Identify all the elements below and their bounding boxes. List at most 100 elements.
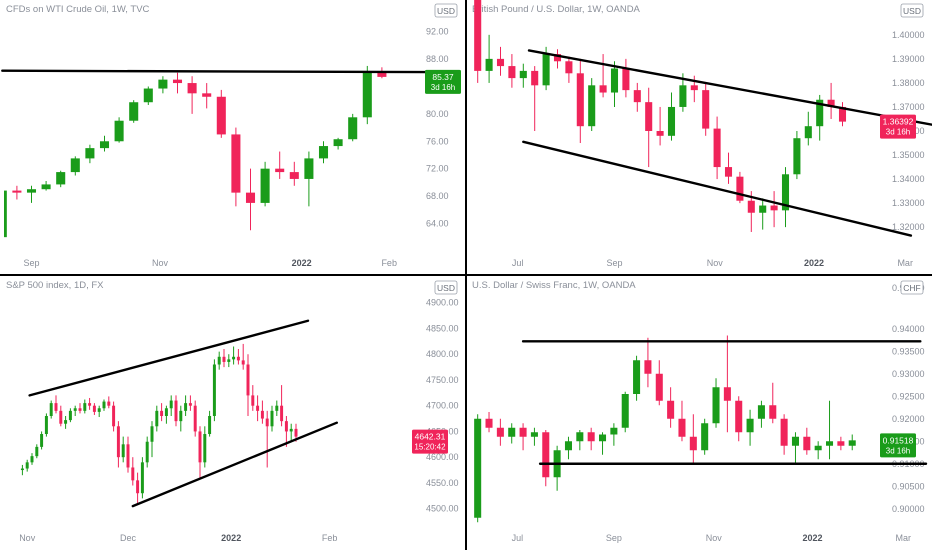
- candle-body: [724, 167, 733, 177]
- candle: [41, 180, 51, 191]
- x-tick-label: Jul: [512, 258, 524, 268]
- candle: [116, 421, 120, 468]
- candle: [531, 66, 539, 131]
- candle-body: [519, 427, 527, 437]
- candle: [712, 378, 720, 428]
- candle: [804, 111, 812, 146]
- candle: [588, 78, 596, 131]
- y-tick-label: 0.90500: [892, 481, 925, 491]
- candle-body: [227, 359, 231, 362]
- candle-body: [837, 441, 845, 446]
- candle-body: [172, 79, 183, 84]
- candle-body: [289, 428, 293, 432]
- candle-body: [68, 410, 72, 421]
- candle: [231, 127, 241, 207]
- candle: [155, 405, 159, 432]
- candle-body: [804, 126, 812, 139]
- candle-body: [140, 462, 144, 494]
- candle-body: [769, 405, 777, 419]
- candle-body: [474, 418, 482, 518]
- candle-body: [678, 418, 686, 437]
- candle-body: [713, 128, 721, 168]
- candle-body: [735, 400, 743, 433]
- candle-body: [203, 434, 207, 463]
- candle: [701, 418, 709, 455]
- candle-body: [202, 93, 212, 97]
- candle: [246, 354, 250, 416]
- candle: [826, 400, 834, 460]
- candle: [129, 100, 139, 123]
- candle-body: [284, 421, 288, 432]
- candle-body: [530, 432, 538, 437]
- candle-body: [83, 403, 87, 411]
- candle: [198, 426, 202, 478]
- candle: [746, 409, 754, 446]
- chart-pane-2: British Pound / U.S. Dollar, 1W, OANDA 1.…: [472, 0, 932, 268]
- candle: [564, 436, 572, 460]
- candle: [193, 400, 197, 437]
- candle: [362, 65, 372, 125]
- candle: [184, 395, 188, 416]
- candle: [621, 391, 629, 433]
- candle: [208, 410, 212, 437]
- price-tag-countdown: 3d 16h: [431, 83, 455, 92]
- candle: [736, 171, 744, 204]
- candle-body: [155, 410, 159, 427]
- candle: [655, 360, 663, 406]
- candle: [318, 141, 329, 164]
- trend-line: [28, 319, 310, 397]
- candle: [542, 430, 550, 487]
- candle-body: [576, 73, 584, 127]
- candle: [241, 343, 245, 370]
- candle-body: [217, 356, 221, 365]
- y-tick-label: 80.00: [426, 109, 449, 119]
- candle: [519, 63, 527, 88]
- candle-body: [208, 415, 212, 435]
- candle: [610, 61, 619, 107]
- candle: [599, 54, 607, 98]
- candle: [126, 436, 130, 473]
- candle: [633, 355, 641, 401]
- y-tick-label: 1.40000: [892, 30, 925, 40]
- chart-pane-4: U.S. Dollar / Swiss Franc, 1W, OANDA 0.94…: [472, 280, 928, 543]
- x-tick-label: Sep: [23, 258, 39, 268]
- candle: [485, 412, 493, 433]
- candle: [99, 135, 110, 152]
- candle: [83, 399, 87, 414]
- candle: [265, 410, 269, 468]
- candle: [735, 396, 743, 442]
- y-tick-label: 4550.00: [426, 478, 459, 488]
- candle-body: [803, 436, 811, 451]
- candle: [724, 152, 733, 184]
- candle-body: [565, 61, 573, 74]
- y-tick-label: 1.37000: [892, 102, 925, 112]
- candle-body: [70, 158, 80, 173]
- candles: [474, 0, 847, 232]
- y-tick-label: 1.38000: [892, 78, 925, 88]
- candle: [64, 415, 68, 429]
- candle: [827, 82, 835, 119]
- candle: [275, 151, 285, 179]
- candle-body: [645, 102, 653, 131]
- candle-body: [260, 168, 270, 203]
- candle-body: [30, 456, 34, 463]
- candle: [644, 337, 652, 388]
- candle: [188, 395, 192, 411]
- x-tick-label: Mar: [897, 258, 913, 268]
- candle: [576, 430, 584, 451]
- candle-body: [143, 88, 153, 103]
- candle: [803, 427, 811, 455]
- candle-body: [542, 54, 550, 86]
- candle: [553, 49, 562, 69]
- candle-body: [160, 410, 164, 416]
- candle-body: [73, 408, 77, 411]
- candle: [85, 144, 95, 164]
- candle: [256, 395, 260, 422]
- candle-body: [289, 172, 299, 179]
- candle-body: [169, 400, 173, 409]
- candle-body: [736, 176, 744, 201]
- candle-body: [129, 102, 139, 121]
- candle: [169, 395, 173, 416]
- candle-body: [746, 418, 754, 433]
- candle: [610, 423, 618, 446]
